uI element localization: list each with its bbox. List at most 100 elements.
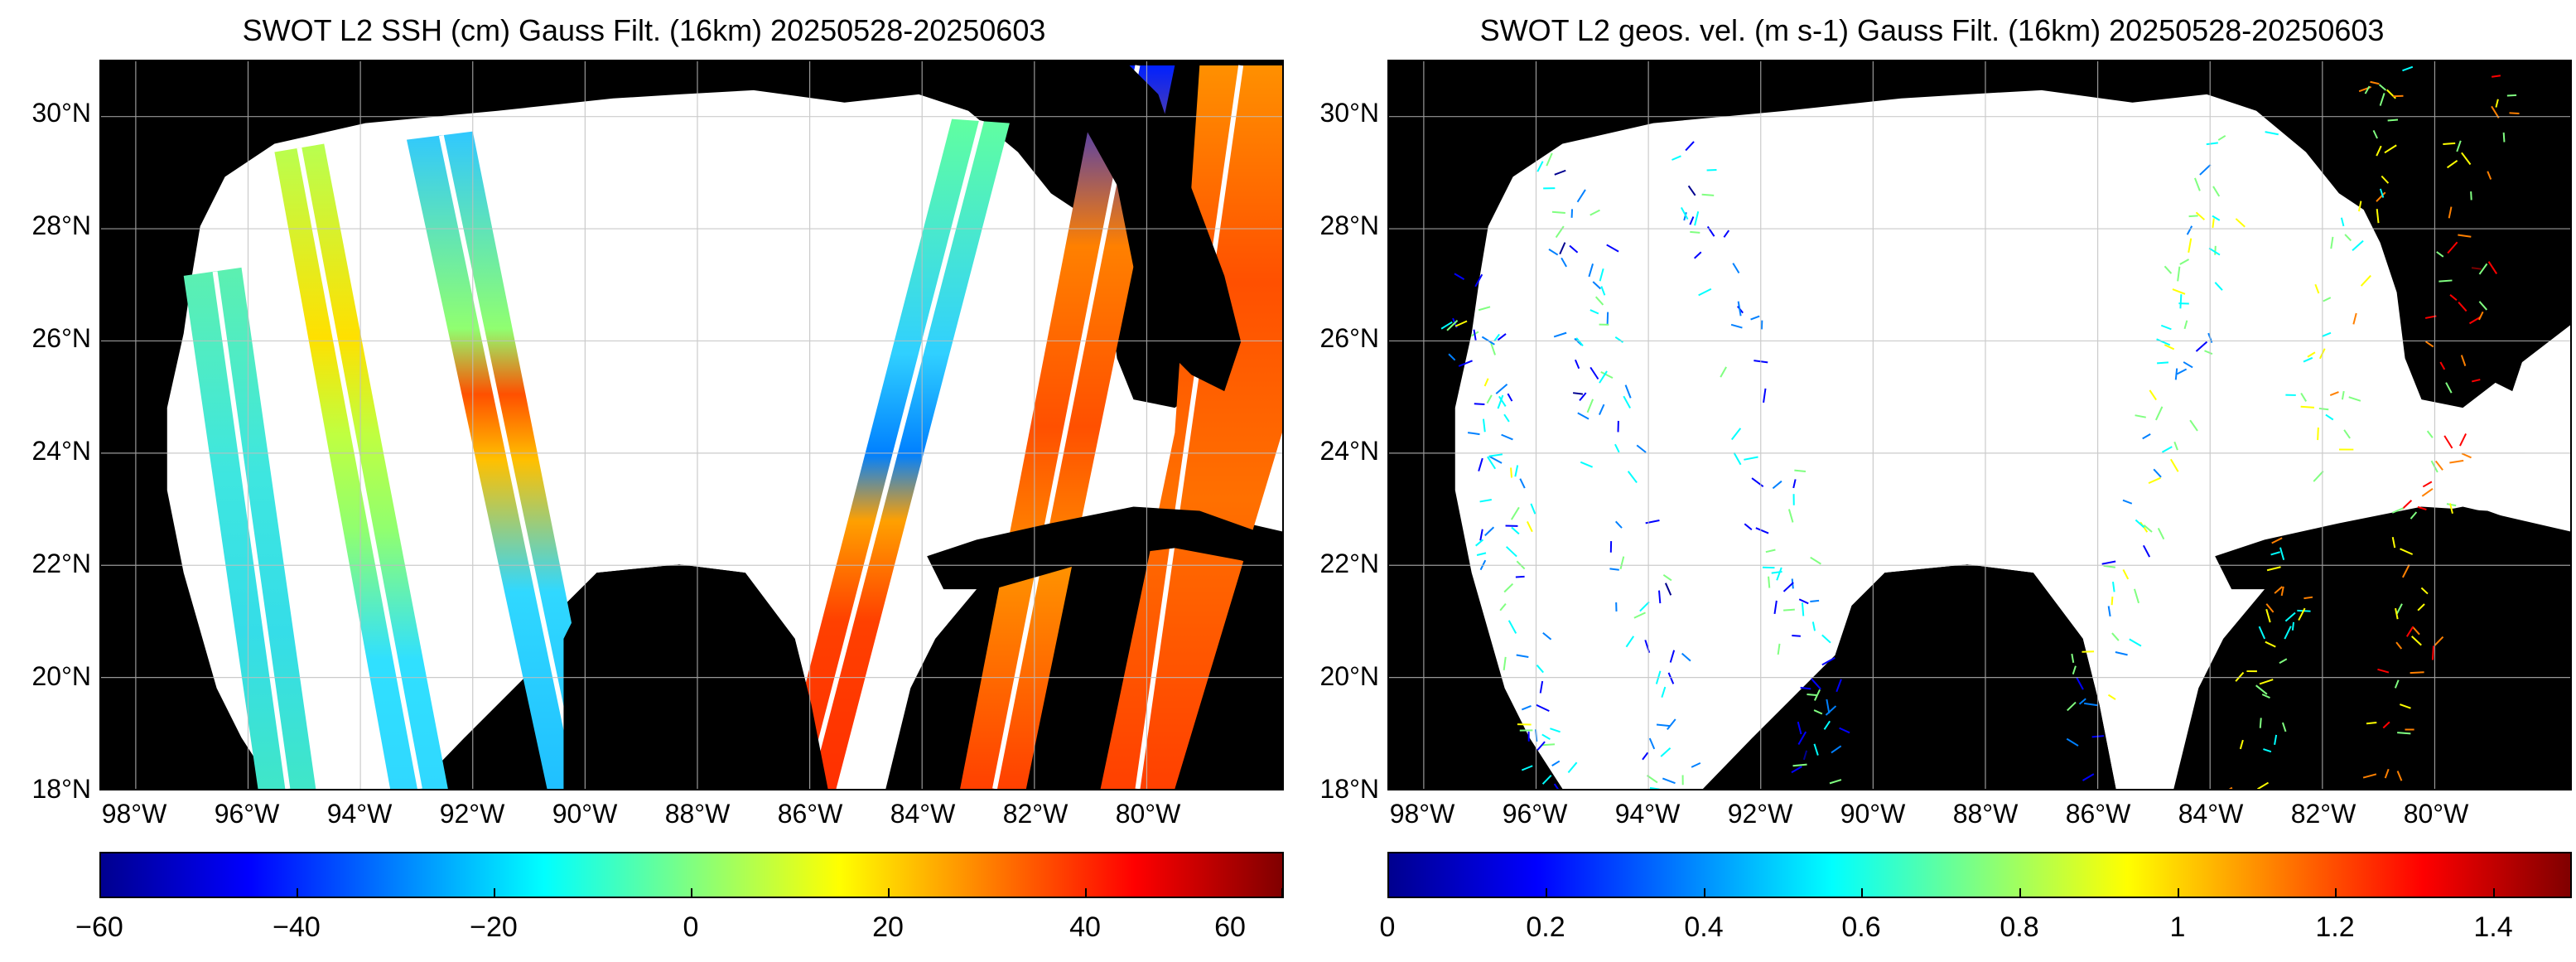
velocity-arrow <box>1599 370 1608 384</box>
velocity-arrow <box>2129 638 2142 647</box>
velocity-arrow <box>1614 443 1620 453</box>
velocity-arrow <box>1829 779 1842 785</box>
ssh-swath-3 <box>406 131 605 789</box>
velocity-arrow <box>1516 654 1529 658</box>
velocity-arrow <box>1507 393 1513 402</box>
yucatan-land <box>563 564 828 789</box>
velocity-arrow <box>1539 680 1544 694</box>
velocity-arrow <box>1572 392 1584 395</box>
velocity-arrow <box>1576 189 1586 203</box>
velocity-arrow <box>2135 414 2146 418</box>
velocity-arrow <box>2208 247 2221 256</box>
velocity-arrow <box>1553 783 1559 789</box>
velocity-arrow <box>2157 361 2169 365</box>
velocity-arrow <box>1488 455 1503 464</box>
velocity-arrow <box>1609 568 1619 571</box>
velocity-arrow <box>2325 413 2334 421</box>
velocity-arrow <box>2217 134 2226 141</box>
velocity-arrow <box>2459 433 2467 447</box>
lat-label: 22°N <box>1319 549 1380 578</box>
ssh-panel: SWOT L2 SSH (cm) Gauss Filt. (16km) 2025… <box>31 13 1284 943</box>
lon-label: 96°W <box>1502 799 1568 829</box>
velocity-arrow <box>2142 544 2151 558</box>
velocity-arrow <box>1490 342 1496 355</box>
velocity-arrow <box>1476 552 1487 556</box>
lat-label: 24°N <box>31 436 92 466</box>
velocity-panel: SWOT L2 geos. vel. (m s-1) Gauss Filt. (… <box>1288 0 2576 962</box>
velocity-arrow <box>1599 404 1605 415</box>
lon-label: 92°W <box>439 799 505 829</box>
velocity-arrow <box>2509 112 2520 114</box>
velocity-arrow <box>2447 159 2458 169</box>
velocity-arrow <box>1505 546 1517 558</box>
velocity-arrow <box>2261 694 2270 699</box>
velocity-arrow <box>1589 366 1599 380</box>
velocity-arrow <box>2492 75 2501 78</box>
colorbar-tick: 0.6 <box>1841 911 1881 943</box>
velocity-arrow <box>1589 309 1599 315</box>
velocity-arrow <box>2397 732 2411 735</box>
velocity-arrow <box>1510 506 1520 520</box>
velocity-arrow <box>1797 731 1807 745</box>
velocity-arrow <box>2411 636 2422 646</box>
velocity-arrow <box>1488 453 1503 457</box>
velocity-arrow <box>1574 359 1580 370</box>
velocity-arrow <box>1800 686 1811 690</box>
velocity-arrow <box>2300 392 2308 402</box>
velocity-arrow <box>2303 596 2313 600</box>
velocity-arrow <box>1821 634 1831 644</box>
lat-label: 18°N <box>1319 774 1380 804</box>
velocity-arrow <box>2101 560 2116 565</box>
lat-label: 28°N <box>31 210 92 240</box>
velocity-arrow <box>1495 384 1508 394</box>
velocity-arrow <box>2214 282 2223 291</box>
velocity-arrow <box>2259 679 2274 685</box>
velocity-arrow <box>1600 370 1614 379</box>
velocity-map-canvas <box>1389 61 2570 789</box>
velocity-arrow <box>2112 581 2115 592</box>
velocity-arrow <box>2183 361 2193 369</box>
velocity-arrow <box>2188 238 2192 253</box>
velocity-arrow <box>2122 569 2130 580</box>
velocity-arrow <box>1720 366 1727 378</box>
lon-label: 98°W <box>101 799 167 829</box>
velocity-arrow <box>1536 741 1546 751</box>
velocity-arrow <box>2377 668 2390 674</box>
velocity-arrow <box>2412 626 2420 636</box>
velocity-arrow <box>2313 471 2324 482</box>
velocity-arrow <box>2160 324 2172 331</box>
velocity-arrow <box>1733 452 1742 466</box>
velocity-arrow <box>2447 241 2458 254</box>
velocity-arrow <box>2487 261 2498 274</box>
velocity-arrow <box>1782 582 1794 592</box>
velocity-arrow <box>2458 234 2472 238</box>
velocity-arrow <box>2401 564 2410 578</box>
velocity-map-title: SWOT L2 geos. vel. (m s-1) Gauss Filt. (… <box>1479 13 2385 47</box>
velocity-arrow <box>1606 244 1619 253</box>
velocity-arrow <box>2274 734 2278 746</box>
velocity-arrow <box>2206 142 2218 146</box>
velocity-arrow <box>1510 467 1513 478</box>
velocity-arrow <box>2458 301 2467 312</box>
velocity-arrow <box>1567 761 1578 774</box>
velocity-arrow <box>1836 679 1842 693</box>
velocity-arrow <box>2143 525 2153 533</box>
lon-label: 92°W <box>1727 799 1793 829</box>
velocity-arrow <box>1514 465 1519 477</box>
ssh-map-canvas <box>101 61 1282 789</box>
velocity-arrow <box>2270 551 2280 556</box>
velocity-arrow <box>2322 331 2332 337</box>
velocity-arrow <box>2410 511 2418 520</box>
velocity-arrow <box>1662 573 1672 582</box>
velocity-arrow <box>2370 80 2380 85</box>
velocity-arrow <box>2381 175 2390 184</box>
velocity-arrow <box>1551 760 1561 766</box>
velocity-arrow <box>2357 201 2362 212</box>
velocity-arrow <box>1448 353 1456 361</box>
velocity-arrow <box>1519 478 1526 489</box>
velocity-arrow <box>2235 671 2245 682</box>
velocity-arrow <box>1811 621 1816 631</box>
lon-label: 90°W <box>552 799 618 829</box>
velocity-arrow <box>1487 456 1497 470</box>
velocity-arrow <box>1772 480 1782 490</box>
